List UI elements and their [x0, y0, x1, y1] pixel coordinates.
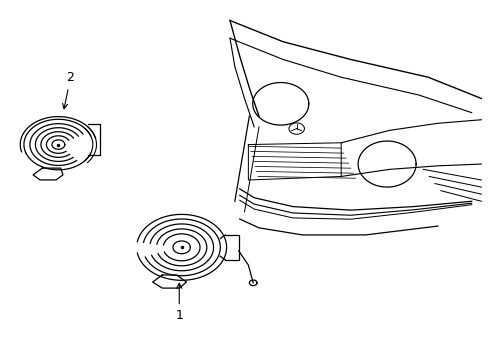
Text: 1: 1: [175, 283, 183, 322]
Text: 2: 2: [62, 71, 74, 109]
